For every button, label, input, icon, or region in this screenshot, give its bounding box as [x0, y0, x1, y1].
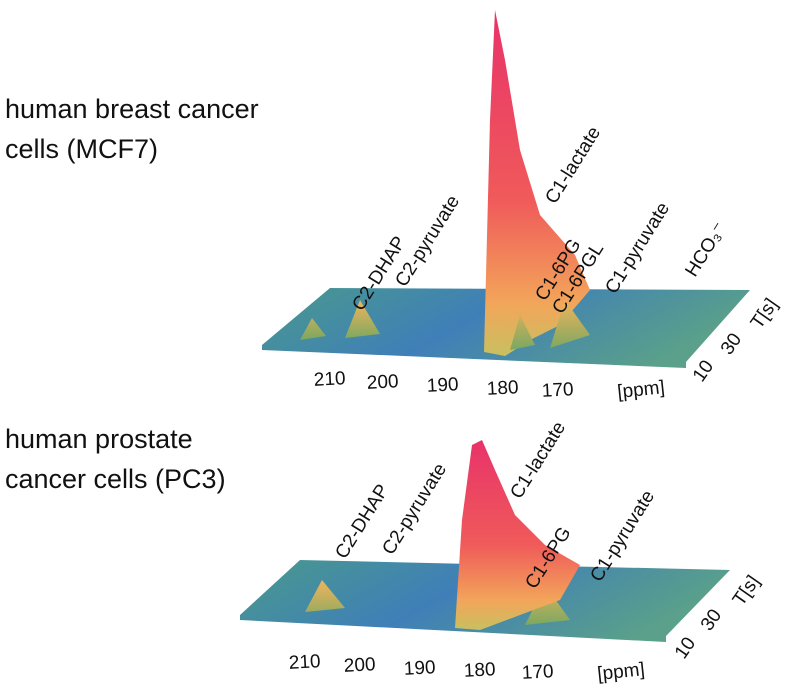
minor-peak: [300, 300, 380, 340]
surface-plot: [240, 440, 730, 642]
t-axis-unit: T[s]: [729, 572, 764, 610]
x-tick-label: 200: [366, 371, 399, 394]
t-tick-label: 30: [697, 606, 726, 635]
t-tick-label: 30: [717, 330, 746, 359]
minor-peak: [510, 300, 590, 350]
x-tick-label: 190: [403, 657, 436, 680]
t-tick-label: 10: [671, 634, 700, 663]
x-axis-unit: [ppm]: [596, 659, 645, 684]
x-tick-label: 200: [343, 654, 376, 677]
x-tick-label: 180: [486, 377, 519, 400]
peak-label: HCO₃⁻: [681, 219, 731, 281]
peak-label: C2-pyruvate: [378, 460, 451, 559]
surface-plot: [262, 10, 750, 368]
x-tick-label: 210: [288, 651, 321, 674]
peak-label: C1-pyruvate: [601, 199, 674, 298]
x-tick-label: 170: [521, 661, 554, 684]
x-tick-label: 180: [463, 659, 496, 682]
t-tick-label: 10: [689, 357, 718, 386]
panel-label: cancer cells (PC3): [5, 464, 226, 494]
panel-label: human breast cancer: [5, 94, 259, 124]
main-peak: [484, 10, 590, 356]
peak-label: C1-lactate: [541, 123, 605, 208]
panel-label: cells (MCF7): [5, 134, 158, 164]
panel-label: human prostate: [5, 424, 193, 454]
minor-peak: [305, 580, 570, 625]
peak-label: C1-lactate: [506, 418, 570, 503]
x-tick-label: 210: [313, 368, 346, 391]
x-tick-label: 170: [541, 379, 574, 402]
x-axis-unit: [ppm]: [616, 377, 665, 403]
t-axis-unit: T[s]: [747, 295, 782, 333]
main-peak: [455, 440, 580, 630]
x-tick-label: 190: [426, 374, 459, 397]
